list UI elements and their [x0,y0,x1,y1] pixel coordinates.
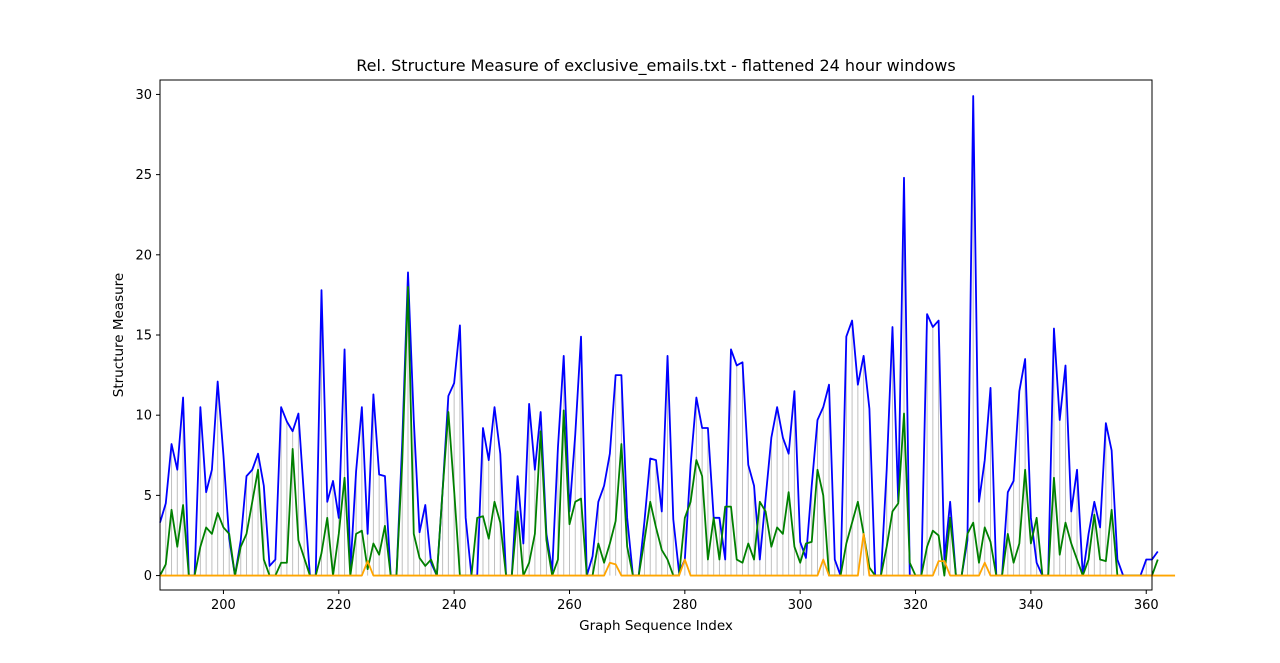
y-axis-ticks: 0 5 10 15 20 25 30 [135,88,160,584]
y-axis-label: Structure Measure [111,273,127,397]
x-tick-label: 220 [326,598,351,613]
chart-title: Rel. Structure Measure of exclusive_emai… [356,56,955,76]
y-tick-label: 25 [135,168,152,183]
stems-layer [159,96,1153,576]
series-line-2 [159,285,1159,577]
series-layer [159,95,1176,577]
y-tick-label: 15 [135,329,152,344]
x-tick-label: 200 [211,598,236,613]
x-axis-ticks: 200 220 240 260 280 300 320 340 360 [211,590,1159,613]
x-tick-label: 240 [442,598,467,613]
series-line-3 [160,532,1176,577]
y-tick-label: 10 [135,409,152,424]
y-tick-label: 0 [144,569,152,584]
x-tick-label: 280 [672,598,697,613]
x-tick-label: 320 [903,598,928,613]
x-axis-label: Graph Sequence Index [579,618,733,634]
x-tick-label: 260 [557,598,582,613]
x-tick-label: 340 [1018,598,1043,613]
x-tick-label: 360 [1134,598,1159,613]
x-tick-label: 300 [788,598,813,613]
y-tick-label: 5 [144,489,152,504]
y-tick-label: 20 [135,248,152,263]
y-tick-label: 30 [135,88,152,103]
series-line-1 [159,95,1159,577]
